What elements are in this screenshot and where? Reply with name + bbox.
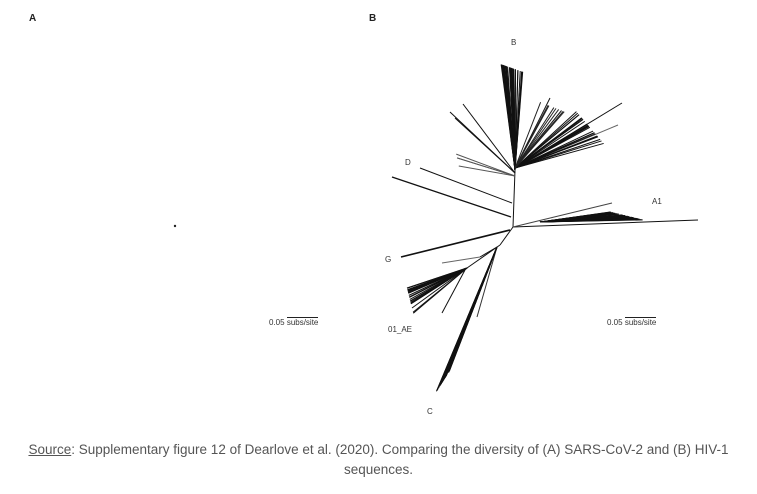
tree-branch — [409, 267, 468, 298]
tree-branch — [507, 66, 516, 171]
tree-branch — [512, 169, 516, 228]
clade-label-c: C — [427, 407, 433, 416]
tree-branch — [514, 142, 604, 169]
tree-branch — [441, 256, 481, 264]
scale-bar-a: 0.05 subs/site — [269, 317, 319, 327]
clade-label-d: D — [405, 158, 411, 167]
tree-branch — [476, 246, 498, 318]
tree-branch — [458, 165, 516, 177]
scale-bar-b: 0.05 subs/site — [607, 317, 657, 327]
source-link[interactable]: Source — [28, 442, 72, 457]
tree-branch — [514, 107, 555, 169]
tree-branch — [514, 119, 584, 169]
phylogenetic-tree-b — [173, 64, 699, 392]
clade-label-b: B — [511, 38, 517, 47]
tree-branch — [514, 105, 550, 169]
tree-branch — [514, 111, 577, 169]
tree-branch — [462, 103, 516, 174]
tree-branch — [499, 226, 514, 246]
tree-branch — [512, 202, 613, 228]
tree-branch — [447, 246, 498, 373]
tree-a-collapsed — [173, 224, 177, 228]
tree-branch — [514, 124, 589, 169]
tree-branch — [539, 211, 611, 223]
tree-branch — [512, 219, 699, 228]
tree-branch — [503, 65, 516, 171]
tree-branch — [514, 138, 601, 169]
panel-label-b: B — [369, 13, 377, 24]
tree-branch — [410, 267, 468, 303]
tree-branch — [391, 176, 512, 218]
scale-value: 0.05 — [269, 318, 285, 327]
tree-branch — [514, 114, 580, 169]
tree-branch — [400, 229, 511, 258]
tree-branch — [411, 267, 468, 309]
tree-branch — [441, 269, 466, 314]
tree-branch — [514, 136, 599, 169]
tree-branch — [454, 117, 516, 174]
tree-branch — [456, 153, 516, 177]
tree-branch — [456, 157, 516, 177]
tree-branch — [514, 71, 524, 171]
tree-branch — [419, 167, 513, 204]
scale-unit: subs/site — [624, 317, 657, 327]
scale-unit: subs/site — [286, 317, 319, 327]
tree-branch — [512, 68, 516, 171]
clade-label-a1: A1 — [652, 197, 662, 206]
tree-branch — [514, 70, 519, 171]
tree-branch — [412, 267, 468, 313]
tree-branch — [514, 132, 595, 169]
scale-value: 0.05 — [607, 318, 623, 327]
tree-branch — [479, 246, 498, 258]
caption-text: : Supplementary figure 12 of Dearlove et… — [71, 442, 729, 477]
tree-branch — [539, 218, 638, 223]
clade-label-01-ae: 01_AE — [388, 325, 413, 334]
clade-label-g: G — [385, 255, 392, 264]
figure-caption: Source: Supplementary figure 12 of Dearl… — [0, 440, 757, 480]
panel-label-a: A — [29, 13, 37, 24]
tree-branch — [514, 102, 542, 169]
tree-branch — [406, 267, 468, 289]
tree-branch — [407, 267, 468, 292]
